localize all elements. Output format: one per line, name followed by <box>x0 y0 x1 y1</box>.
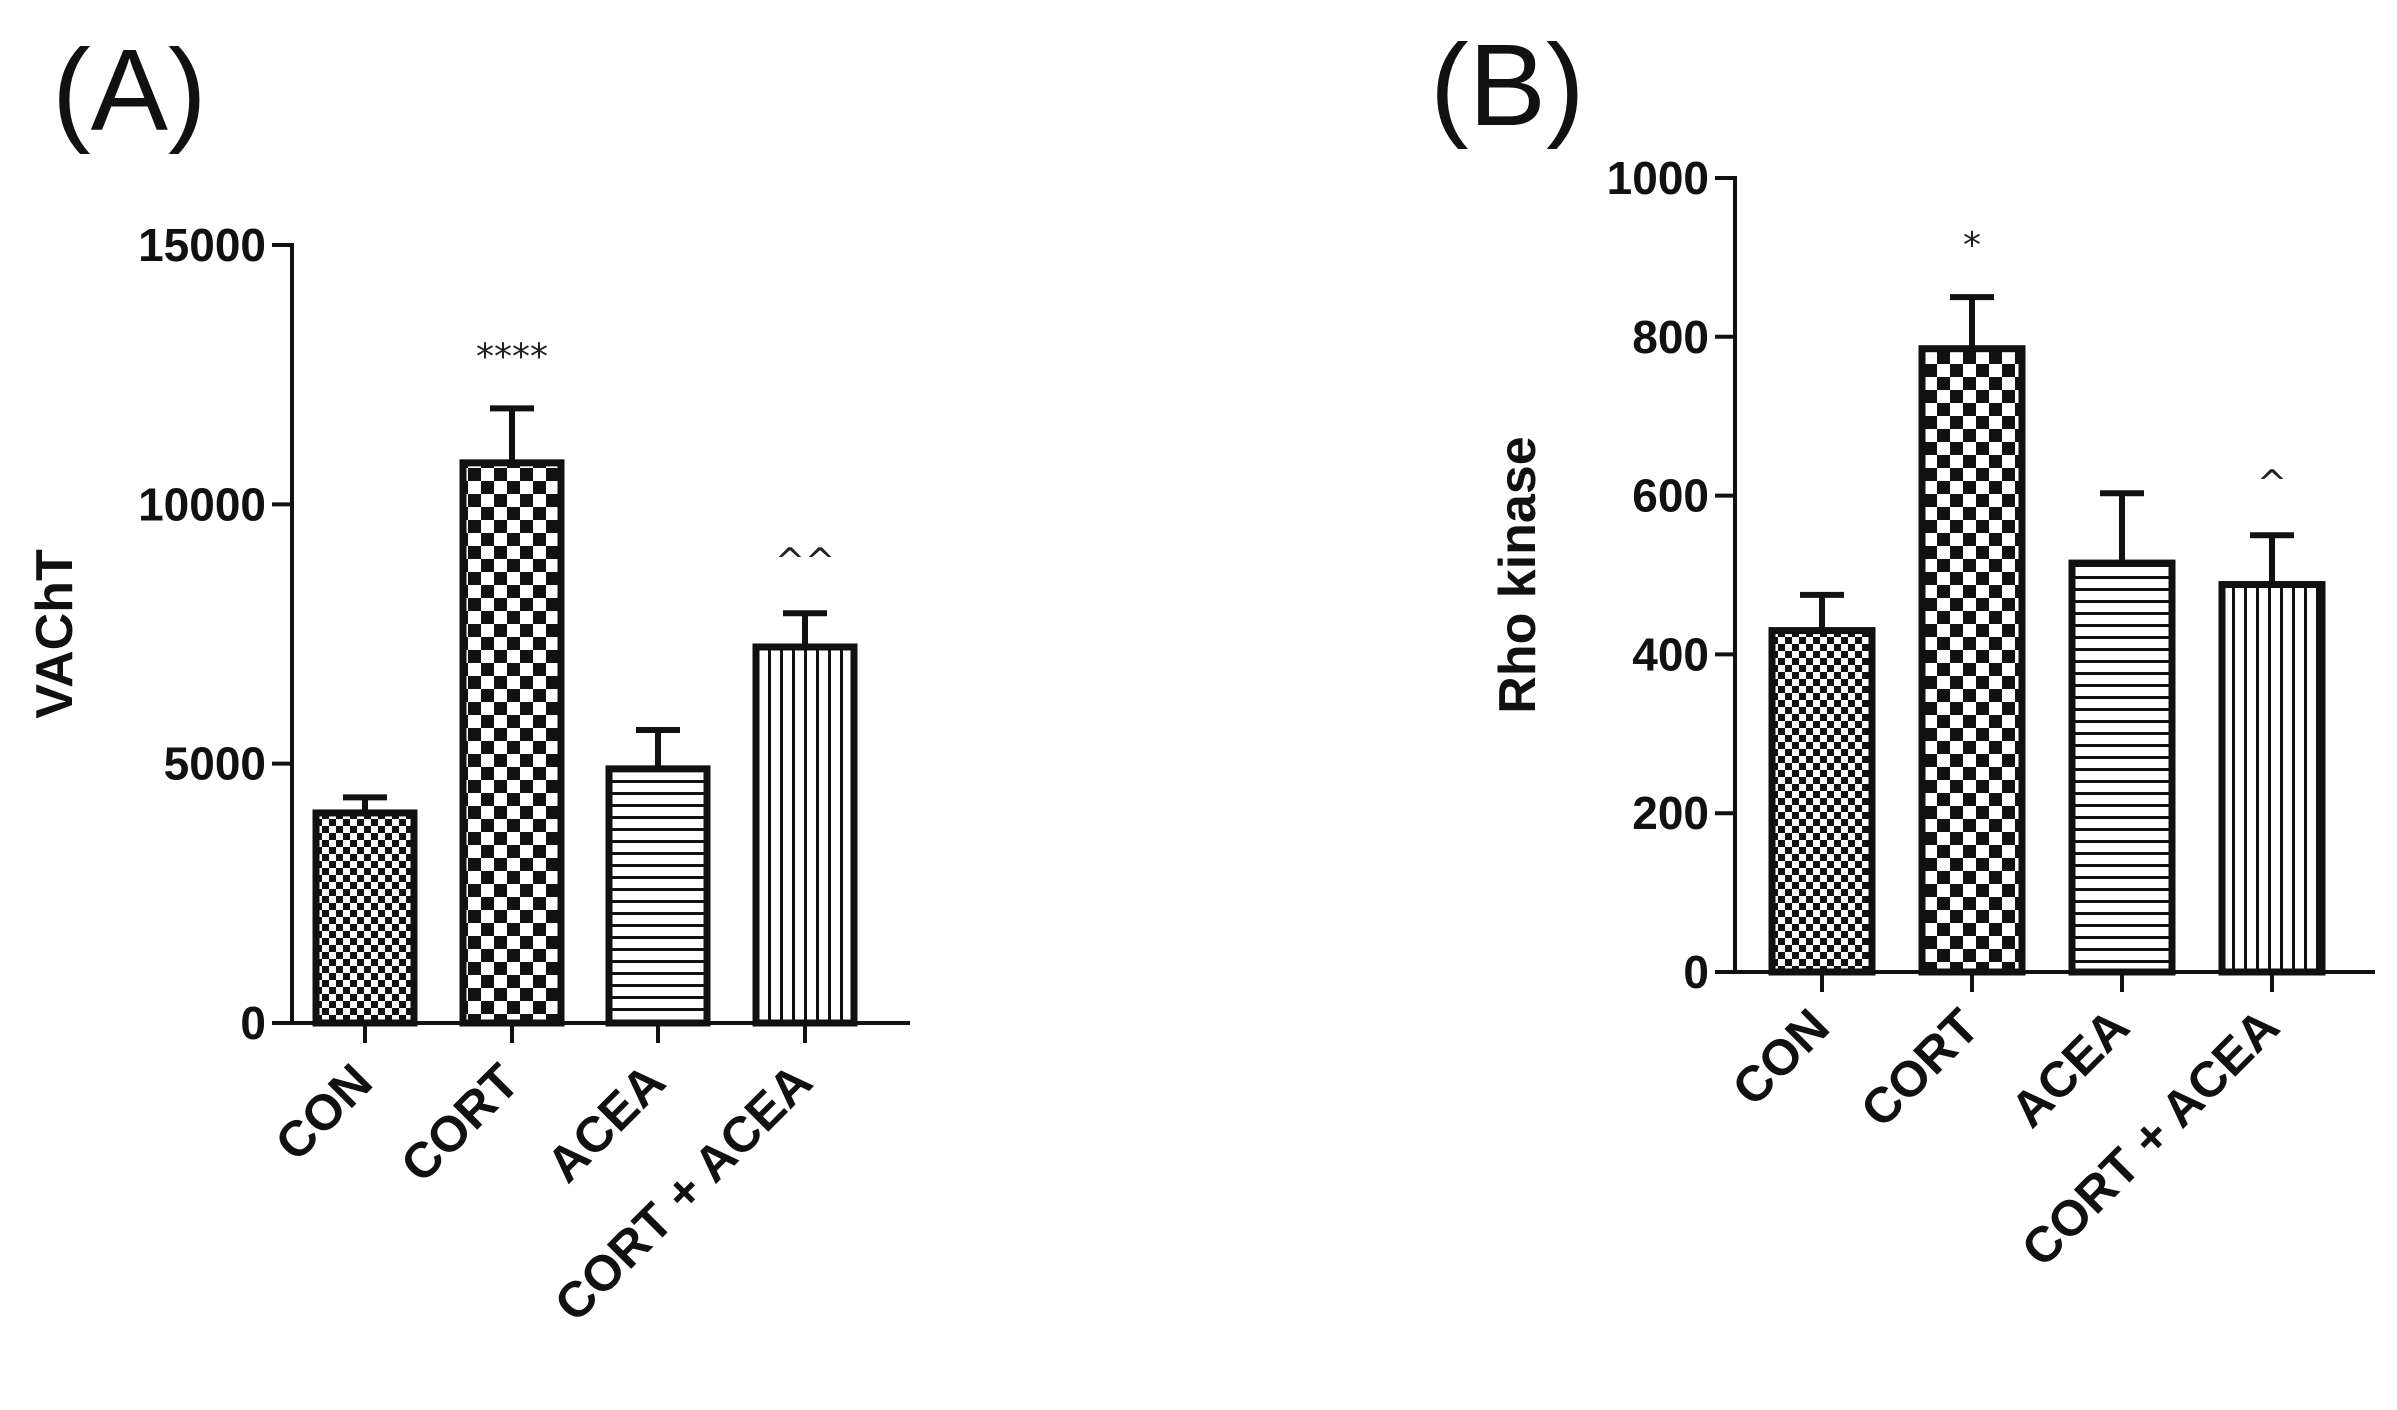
y-tick-label-600: 600 <box>1632 470 1709 522</box>
bar-cort-acea <box>752 643 858 1027</box>
y-tick-label-15000: 15000 <box>138 219 266 271</box>
x-tick-label-acea: ACEA <box>2000 998 2140 1138</box>
y-tick-label-5000: 5000 <box>164 738 266 790</box>
chart-panel-a: 0 5000 10000 15000 VAChT CON CORT **** ACEACORT … <box>26 219 910 1332</box>
bar-con <box>1768 627 1876 976</box>
bar-con <box>312 809 418 1027</box>
x-tick-label-cort: CORT <box>390 1053 530 1193</box>
chart-panel-b: 0 200 400 600 800 1000 Rho kinase CON CORT * ACEAC… <box>1489 152 2375 1277</box>
x-tick-label-cort-acea: CORT + ACEA <box>544 1053 823 1332</box>
x-tick-label-cort: CORT <box>1850 998 1990 1138</box>
y-tick-label-0: 0 <box>240 997 266 1049</box>
y-axis-title: Rho kinase <box>1489 436 1547 713</box>
panel-letter-b: (B) <box>1430 20 1585 150</box>
y-axis-title: VAChT <box>26 549 84 719</box>
y-tick-label-200: 200 <box>1632 787 1709 839</box>
x-tick-label-acea: ACEA <box>536 1053 676 1193</box>
x-tick-label-con: CON <box>1722 998 1840 1116</box>
y-tick-label-400: 400 <box>1632 628 1709 680</box>
y-tick-label-10000: 10000 <box>138 478 266 530</box>
y-tick-label-800: 800 <box>1632 311 1709 363</box>
x-tick-label-cort-acea: CORT + ACEA <box>2011 998 2290 1277</box>
panel-letter-a: (A) <box>52 25 207 155</box>
significance-label-cort-acea: ^ <box>2257 463 2287 504</box>
bar-cort <box>1918 345 2026 976</box>
significance-label-cort: * <box>1963 225 1981 266</box>
y-tick-label-0: 0 <box>1683 946 1709 998</box>
x-tick-label-con: CON <box>265 1053 383 1171</box>
bar-acea <box>605 765 711 1027</box>
y-tick-label-1000: 1000 <box>1607 152 1709 204</box>
significance-label-cort-acea: ^^ <box>775 541 835 582</box>
bar-cort <box>459 459 565 1027</box>
significance-label-cort: **** <box>476 336 548 377</box>
bar-acea <box>2068 559 2176 976</box>
bar-cort-acea <box>2218 581 2326 976</box>
